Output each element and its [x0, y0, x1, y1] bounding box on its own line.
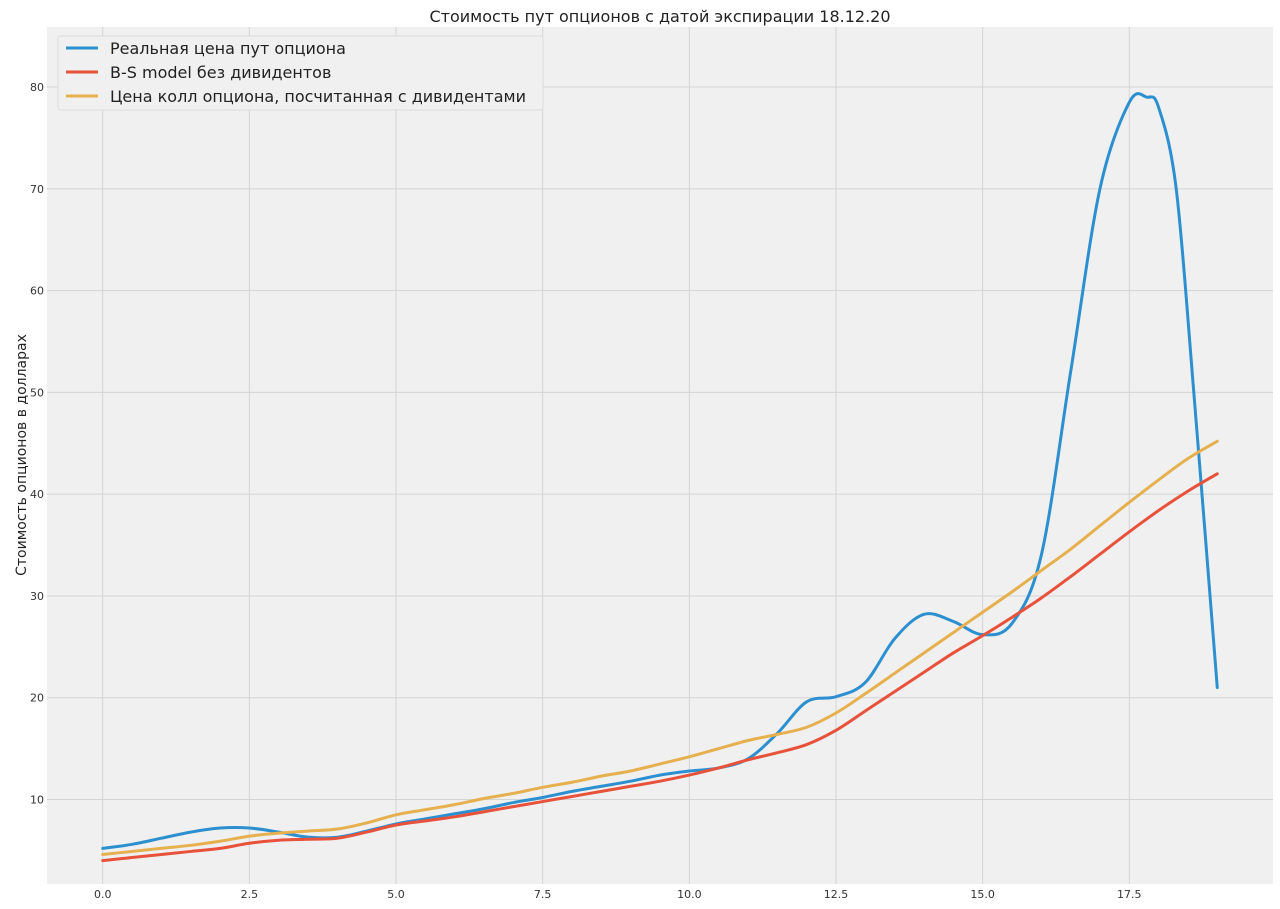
y-tick-label: 20	[30, 692, 44, 705]
series-line-call-dividends	[101, 439, 1219, 856]
x-tick-label: 5.0	[387, 888, 405, 901]
y-tick-label: 80	[30, 81, 44, 94]
x-axis-ticks: 0.0 2.5 5.0 7.5 10.0 12.5 15.0 17.5	[94, 888, 1142, 901]
legend-box	[57, 35, 544, 111]
y-axis-ticks: 10 20 30 40 50 60 70 80	[30, 81, 44, 806]
x-tick-label: 10.0	[677, 888, 702, 901]
grid	[47, 27, 1273, 884]
y-tick-label: 10	[30, 794, 44, 807]
legend-label-bs-model: B-S model без дивидентов	[110, 63, 331, 82]
y-tick-label: 70	[30, 183, 44, 196]
y-axis-label: Стоимость опционов в долларах	[14, 334, 30, 576]
legend: Реальная цена пут опциона B-S model без …	[57, 35, 544, 111]
y-tick-label: 60	[30, 285, 44, 298]
legend-label-call-dividends: Цена колл опциона, посчитанная с дивиден…	[110, 87, 526, 106]
y-tick-label: 40	[30, 488, 44, 501]
x-tick-label: 17.5	[1117, 888, 1142, 901]
series-line-bs-model	[101, 472, 1219, 863]
x-tick-label: 15.0	[970, 888, 995, 901]
x-tick-label: 0.0	[94, 888, 112, 901]
chart-title: Стоимость пут опционов с датой экспираци…	[429, 7, 890, 26]
x-tick-label: 7.5	[534, 888, 552, 901]
x-tick-label: 12.5	[824, 888, 849, 901]
series-lines	[101, 92, 1219, 863]
y-tick-label: 50	[30, 386, 44, 399]
x-tick-label: 2.5	[241, 888, 259, 901]
y-tick-label: 30	[30, 590, 44, 603]
legend-label-real-put: Реальная цена пут опциона	[110, 39, 346, 58]
plot-area	[47, 27, 1273, 884]
